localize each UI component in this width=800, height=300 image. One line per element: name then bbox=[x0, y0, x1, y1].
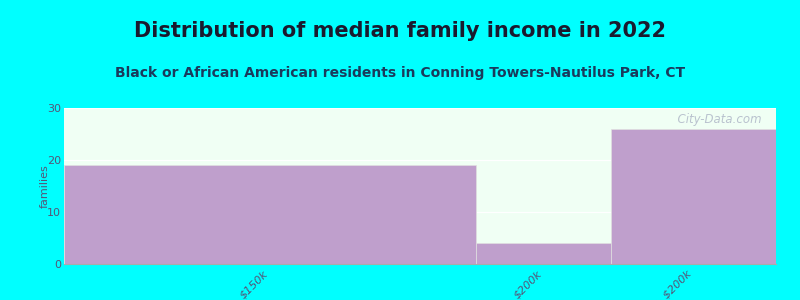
Bar bbox=[64, 165, 476, 264]
Bar bbox=[476, 243, 611, 264]
Text: City-Data.com: City-Data.com bbox=[670, 113, 762, 126]
Bar bbox=[611, 129, 776, 264]
Text: Distribution of median family income in 2022: Distribution of median family income in … bbox=[134, 21, 666, 41]
Y-axis label: families: families bbox=[39, 164, 50, 208]
Text: Black or African American residents in Conning Towers-Nautilus Park, CT: Black or African American residents in C… bbox=[115, 66, 685, 80]
